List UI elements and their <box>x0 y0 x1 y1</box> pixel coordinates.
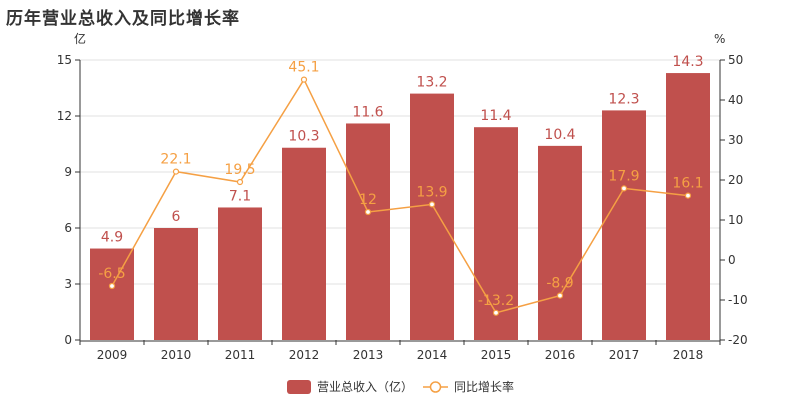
revenue-bar-label: 11.4 <box>480 108 511 124</box>
revenue-bar-label: 13.2 <box>416 75 447 91</box>
legend-bar-swatch <box>287 380 311 394</box>
y-left-tick-label: 9 <box>64 165 72 179</box>
revenue-bar-label: 14.3 <box>672 54 703 70</box>
growth-point-label: 12 <box>359 192 377 208</box>
legend-bar-label: 营业总收入（亿） <box>317 379 413 394</box>
revenue-bar <box>474 127 518 340</box>
growth-point <box>108 282 116 290</box>
growth-point-label: 19.5 <box>224 162 255 178</box>
y-right-tick-label: 0 <box>728 253 736 267</box>
revenue-bar <box>90 248 134 340</box>
growth-point <box>620 185 628 192</box>
revenue-bar-label: 4.9 <box>101 230 123 246</box>
growth-point <box>492 309 500 316</box>
growth-line <box>108 76 692 316</box>
y-left-tick-label: 12 <box>57 109 72 123</box>
growth-point <box>236 178 244 186</box>
growth-point-label: 16.1 <box>672 176 703 192</box>
growth-point <box>428 201 436 208</box>
growth-point-label: 17.9 <box>608 168 639 184</box>
x-tick-label: 2015 <box>481 348 512 362</box>
legend-line-label: 同比增长率 <box>454 379 514 394</box>
y-left-ticks: 0 3 6 9 12 15 <box>57 53 80 347</box>
y-right-tick-label: -20 <box>728 333 748 347</box>
y-right-tick-label: 20 <box>728 173 743 187</box>
line-labels: -6.5 22.1 19.5 45.1 12 13.9 -13.2 -8.9 17.9 16.1 <box>98 60 703 309</box>
revenue-bar-label: 10.4 <box>544 127 575 143</box>
x-tick-label: 2017 <box>609 348 640 362</box>
growth-point-label: 22.1 <box>160 152 191 168</box>
revenue-bar <box>154 228 198 340</box>
revenue-bar <box>538 145 582 340</box>
revenue-bar <box>346 123 390 340</box>
growth-point <box>556 292 564 299</box>
bars <box>90 73 710 341</box>
y-left-tick-label: 3 <box>64 277 72 291</box>
y-left-tick-label: 15 <box>57 53 72 67</box>
y-left-tick-label: 0 <box>64 333 72 347</box>
legend-line-marker <box>429 381 442 393</box>
x-tick-label: 2011 <box>225 348 256 362</box>
x-tick-label: 2013 <box>353 348 384 362</box>
legend: 营业总收入（亿） 同比增长率 <box>287 379 514 394</box>
x-tick-label: 2012 <box>289 348 320 362</box>
revenue-bar <box>282 147 326 340</box>
y-right-tick-label: 40 <box>728 93 743 107</box>
revenue-bar-label: 10.3 <box>288 129 319 145</box>
y-right-ticks: -20 -10 0 10 20 30 40 50 <box>720 53 748 347</box>
revenue-bar-label: 12.3 <box>608 91 639 107</box>
x-tick-label: 2018 <box>673 348 704 362</box>
growth-point-label: -6.5 <box>98 266 125 282</box>
revenue-bar <box>410 93 454 340</box>
chart-title: 历年营业总收入及同比增长率 <box>6 9 240 29</box>
y-left-unit: 亿 <box>74 31 86 46</box>
revenue-bar <box>666 73 710 341</box>
y-right-tick-label: 30 <box>728 133 743 147</box>
revenue-bar <box>602 110 646 341</box>
y-right-tick-label: 10 <box>728 213 743 227</box>
growth-line-path <box>111 78 689 314</box>
growth-point <box>364 208 372 216</box>
growth-point <box>172 168 180 175</box>
growth-point <box>684 192 692 199</box>
growth-point-label: -13.2 <box>478 293 514 309</box>
revenue-bar-label: 6 <box>172 209 181 225</box>
bar-labels: 4.9 6 7.1 10.3 11.6 13.2 11.4 10.4 12.3 14.3 <box>101 54 704 245</box>
x-tick-label: 2009 <box>97 348 128 362</box>
growth-point <box>300 76 308 83</box>
x-tick-label: 2016 <box>545 348 576 362</box>
growth-point-label: -8.9 <box>546 276 573 292</box>
revenue-bar <box>218 207 262 340</box>
y-right-unit: % <box>714 32 725 46</box>
y-right-tick-label: 50 <box>728 53 743 67</box>
x-ticks: 2009 2010 2011 2012 2013 2014 2015 2016 2017 2018 <box>79 340 721 362</box>
y-left-tick-label: 6 <box>64 221 72 235</box>
x-tick-label: 2010 <box>161 348 192 362</box>
revenue-bar-label: 7.1 <box>229 188 251 204</box>
growth-point-label: 13.9 <box>416 184 447 200</box>
y-right-tick-label: -10 <box>728 293 748 307</box>
revenue-bar-label: 11.6 <box>352 104 383 120</box>
x-tick-label: 2014 <box>417 348 448 362</box>
growth-point-label: 45.1 <box>288 60 319 76</box>
